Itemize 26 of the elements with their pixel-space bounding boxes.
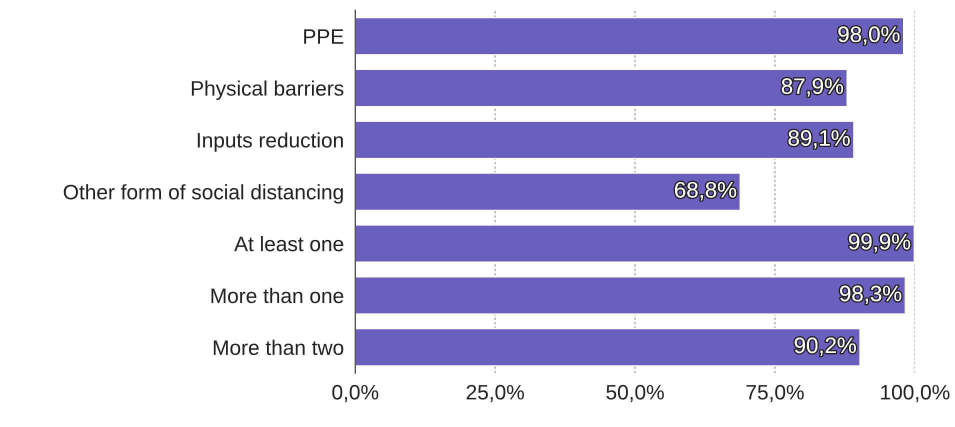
data-label: 68,8% [675,182,736,200]
data-label: 98,0% [838,26,900,45]
data-label: 98,3% [840,286,902,304]
x-tick-label: 100,0% [881,384,950,402]
y-tick-label: More than two [214,340,344,356]
bar [355,16,904,56]
data-label: 90,2% [794,338,856,356]
y-tick-label: Physical barriers [192,80,344,100]
data-label: 99,9% [849,234,910,252]
bar [355,328,861,367]
x-tick-label: 25,0% [466,384,524,402]
y-tick-label: PPE [304,29,344,44]
y-tick-label: Inputs reduction [198,132,343,152]
x-tick-label: 50,0% [606,384,664,402]
bar [355,276,906,315]
y-tick-label: Other form of social distancing [64,184,343,204]
bar [355,224,915,263]
y-tick-label: More than one [212,288,344,304]
data-label: 89,1% [788,130,850,148]
x-tick-label: 75,0% [746,384,804,402]
data-label: 87,9% [782,78,844,97]
bar [355,172,741,212]
x-tick-label: 0,0% [332,384,378,402]
bar [355,120,855,160]
y-tick-label: At least one [234,236,344,252]
bar [355,68,848,108]
